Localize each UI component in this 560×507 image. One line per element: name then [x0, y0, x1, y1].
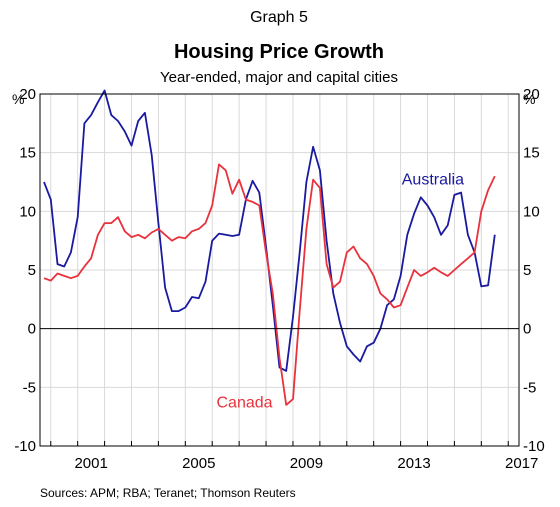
y-axis-unit-right: %: [523, 91, 535, 107]
series-label-canada: Canada: [216, 394, 272, 411]
y-tick-label-left: 15: [19, 145, 36, 162]
y-tick-label-right: 15: [523, 145, 540, 162]
x-tick-label: 2009: [290, 455, 323, 472]
y-tick-label-left: -5: [23, 379, 36, 396]
y-tick-label-right: -10: [523, 438, 545, 455]
x-tick-label: 2013: [397, 455, 430, 472]
tick-marks: [50, 441, 509, 446]
y-tick-label-right: -5: [523, 379, 536, 396]
series-lines: [43, 89, 496, 406]
series-line-canada: [43, 163, 496, 406]
chart-subtitle: Year-ended, major and capital cities: [160, 69, 398, 86]
axis-tick-labels: -10 -10 -5 -5 0 0 5 5 10 10 15 15 20 20 2001 2005 2009 20…: [14, 86, 544, 472]
y-tick-label-left: 20: [19, 86, 36, 103]
sources-note: Sources: APM; RBA; Teranet; Thomson Reut…: [40, 486, 296, 500]
chart-title: Housing Price Growth: [174, 41, 384, 63]
y-tick-label-left: 5: [28, 262, 36, 279]
y-tick-label-right: 0: [523, 321, 531, 338]
y-tick-label-left: -10: [14, 438, 36, 455]
x-tick-label: 2001: [74, 455, 107, 472]
plot-frame: [39, 93, 520, 447]
gridlines: [40, 94, 519, 446]
y-tick-label-left: 0: [28, 321, 36, 338]
y-tick-label-right: 5: [523, 262, 531, 279]
x-tick-label: 2017: [505, 455, 538, 472]
x-tick-label: 2005: [182, 455, 215, 472]
y-axis-unit-left: %: [12, 91, 24, 107]
y-tick-label-left: 10: [19, 203, 36, 220]
graph-number: Graph 5: [250, 9, 308, 26]
series-label-australia: Australia: [402, 171, 464, 188]
y-tick-label-right: 20: [523, 86, 540, 103]
y-tick-label-right: 10: [523, 203, 540, 220]
